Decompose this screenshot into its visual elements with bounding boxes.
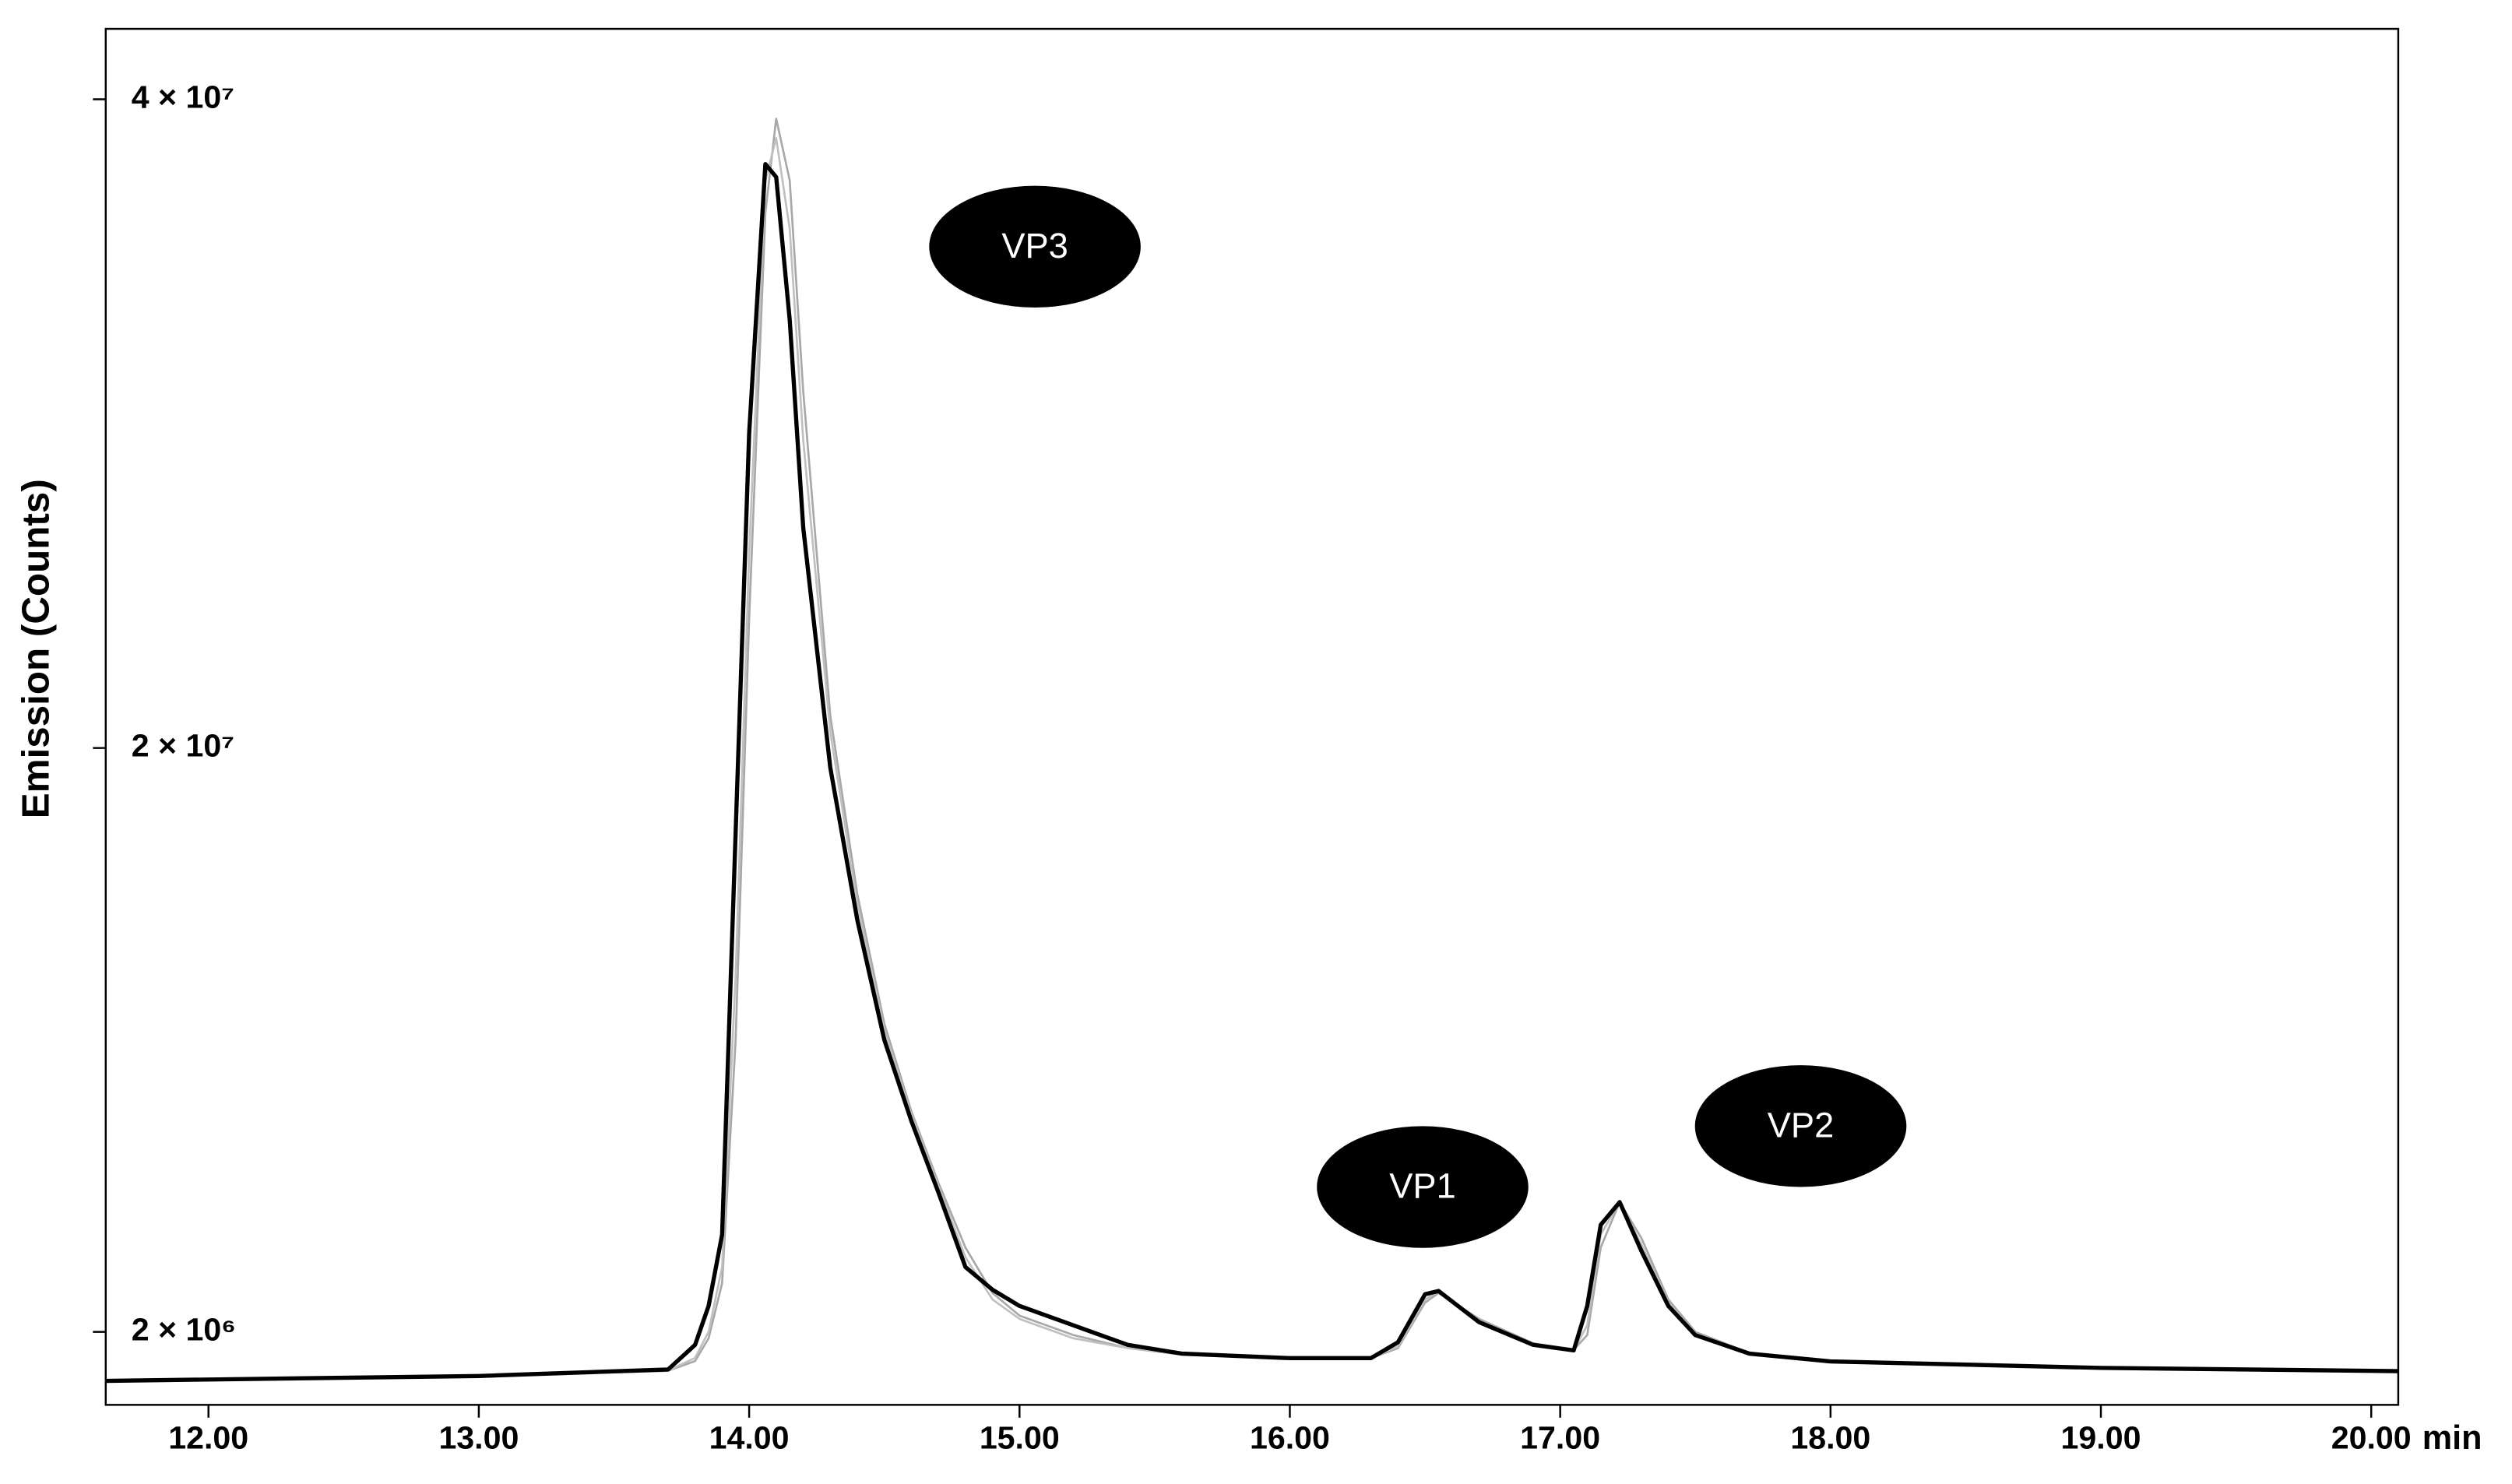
x-tick-label: 20.00	[2331, 1419, 2412, 1455]
annotation-badge	[1317, 1126, 1529, 1248]
y-tick-label: 2 × 10⁷	[132, 728, 234, 764]
annotation-badge	[929, 185, 1141, 308]
trace	[105, 162, 2398, 1384]
annotation: VP3	[1001, 226, 1068, 266]
x-axis-label: min	[2422, 1419, 2482, 1457]
x-tick-label: 14.00	[709, 1419, 790, 1455]
x-tick-label: 12.00	[168, 1419, 248, 1455]
x-tick-label: 17.00	[1520, 1419, 1600, 1455]
x-tick-label: 13.00	[438, 1419, 519, 1455]
x-tick-label: 18.00	[1790, 1419, 1870, 1455]
annotation: VP2	[1768, 1105, 1835, 1145]
plot-frame	[104, 27, 2400, 1406]
y-axis-label: Emission (Counts)	[14, 479, 57, 818]
y-tick-label: 4 × 10⁷	[132, 79, 234, 114]
x-tick-label: 19.00	[2061, 1419, 2141, 1455]
annotation: VP1	[1389, 1166, 1456, 1206]
x-tick-label: 15.00	[980, 1419, 1060, 1455]
x-tick-label: 16.00	[1250, 1419, 1330, 1455]
y-tick-label: 2 × 10⁶	[132, 1311, 236, 1347]
annotation-badge	[1694, 1065, 1907, 1187]
